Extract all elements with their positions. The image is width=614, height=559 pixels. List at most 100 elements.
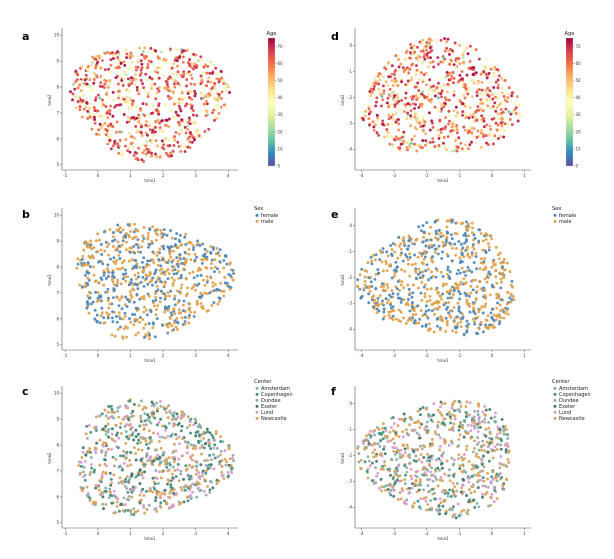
scatter-point: [94, 486, 98, 490]
scatter-point: [125, 435, 129, 439]
scatter-point: [453, 399, 457, 403]
scatter-point: [128, 458, 132, 462]
scatter-point: [426, 51, 430, 55]
scatter-point: [203, 252, 207, 256]
scatter-point: [135, 262, 139, 266]
scatter-point: [182, 299, 186, 303]
scatter-point: [197, 282, 201, 286]
colorbar-tick-label: 30: [576, 112, 582, 117]
scatter-point: [444, 116, 448, 120]
scatter-point: [389, 244, 393, 247]
scatter-point: [402, 298, 406, 302]
scatter-point: [92, 78, 96, 81]
scatter-point: [104, 444, 108, 448]
scatter-point: [416, 58, 420, 62]
scatter-point: [462, 125, 466, 129]
scatter-point: [418, 55, 422, 59]
scatter-point: [139, 490, 143, 493]
scatter-point: [413, 82, 417, 86]
scatter-point: [436, 509, 439, 513]
scatter-point: [232, 272, 236, 275]
scatter-point: [380, 489, 383, 493]
scatter-point: [425, 508, 429, 512]
scatter-point: [436, 232, 440, 236]
scatter-point: [418, 425, 422, 429]
scatter-point: [504, 306, 508, 310]
scatter-point: [176, 462, 180, 466]
legend-marker: [553, 410, 557, 414]
scatter-point: [224, 463, 228, 467]
scatter-point: [389, 457, 393, 461]
scatter-point: [450, 237, 454, 241]
scatter-point: [496, 68, 500, 72]
scatter-point: [466, 147, 470, 151]
legend-entry: male: [261, 219, 273, 225]
scatter-point: [436, 96, 440, 100]
scatter-point: [494, 245, 498, 249]
scatter-point: [426, 484, 430, 488]
scatter-point: [428, 299, 432, 302]
scatter-point: [192, 67, 196, 71]
scatter-point: [178, 502, 181, 506]
scatter-point: [142, 427, 146, 431]
scatter-point: [413, 319, 417, 323]
scatter-point: [486, 327, 490, 331]
scatter-point: [217, 111, 221, 115]
scatter-point: [372, 253, 375, 257]
scatter-point: [206, 484, 209, 488]
scatter-point: [450, 102, 454, 106]
scatter-point: [137, 473, 141, 477]
scatter-point: [422, 257, 426, 261]
scatter-point: [375, 131, 379, 135]
scatter-point: [139, 125, 143, 129]
scatter-point: [134, 434, 138, 438]
scatter-point: [460, 456, 464, 460]
scatter-point: [396, 424, 400, 428]
scatter-point: [481, 454, 485, 458]
x-tick-label: -3: [392, 531, 396, 536]
scatter-point: [111, 427, 115, 431]
scatter-point: [125, 335, 129, 339]
scatter-point: [409, 109, 413, 113]
scatter-point: [385, 269, 389, 273]
scatter-point: [158, 435, 162, 439]
scatter-point: [479, 261, 483, 265]
scatter-point: [464, 89, 468, 93]
scatter-point: [430, 270, 434, 274]
scatter-point: [100, 100, 104, 104]
scatter-point: [448, 71, 452, 75]
scatter-point: [171, 476, 175, 480]
scatter-point: [207, 77, 211, 81]
scatter-point: [194, 92, 197, 96]
scatter-point: [97, 64, 101, 68]
scatter-point: [453, 417, 457, 421]
scatter-point: [419, 94, 423, 98]
scatter-point: [450, 74, 454, 78]
scatter-point: [400, 268, 403, 272]
scatter-point: [172, 102, 176, 106]
scatter-point: [114, 457, 118, 461]
scatter-point: [136, 250, 140, 254]
scatter-point: [219, 281, 223, 285]
scatter-point: [165, 118, 169, 122]
scatter-point: [451, 285, 454, 289]
scatter-point: [167, 421, 171, 425]
scatter-point: [375, 307, 379, 311]
scatter-point: [467, 460, 471, 464]
scatter-point: [92, 256, 96, 260]
scatter-point: [382, 89, 386, 93]
scatter-point: [441, 275, 445, 278]
scatter-point: [157, 440, 161, 443]
scatter-point: [112, 283, 116, 287]
scatter-point: [160, 236, 164, 240]
scatter-point: [164, 295, 168, 299]
scatter-point: [94, 63, 98, 67]
scatter-point: [169, 151, 172, 155]
scatter-point: [205, 427, 209, 431]
scatter-point: [200, 452, 203, 456]
scatter-point: [407, 287, 411, 291]
scatter-point: [456, 286, 460, 290]
scatter-point: [402, 139, 406, 143]
scatter-point: [84, 453, 88, 457]
scatter-point: [212, 446, 216, 450]
